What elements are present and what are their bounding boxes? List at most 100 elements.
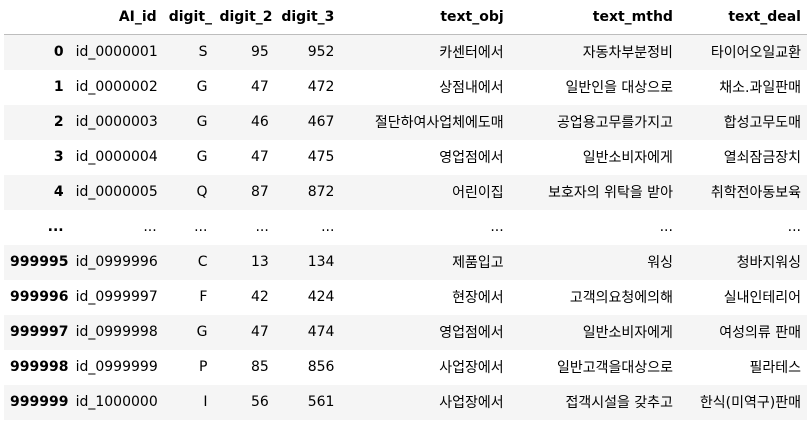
row-index: 999997: [10, 324, 69, 340]
ellipsis-row: ........................: [4, 210, 807, 245]
column-header-digit-2: digit_2: [213, 0, 275, 35]
digit-1-cell: S: [198, 44, 208, 61]
column-header-digit-1: digit_1: [162, 0, 214, 35]
text-mthd-cell: 일반고객을대상으로: [557, 360, 673, 376]
header-index-blank: [4, 0, 70, 35]
digit-3-cell: 424: [307, 289, 335, 305]
text-obj-cell: 사업장에서: [439, 360, 504, 376]
digit-2-cell: 42: [251, 289, 269, 305]
text-mthd-cell: 보호자의 위탁을 받아: [548, 185, 673, 201]
ai-id-cell: id_0999998: [75, 324, 158, 340]
text-mthd-cell: 워싱: [647, 255, 673, 271]
digit-1-cell: I: [203, 394, 208, 410]
text-deal-cell: 합성고무도매: [723, 115, 801, 131]
column-header-text-deal: text_deal: [678, 0, 807, 35]
digit-3-cell: 472: [307, 79, 335, 95]
text-obj-cell: 영업점에서: [439, 325, 504, 341]
ai-id-cell: id_0999996: [75, 254, 158, 270]
text-obj-cell: 상점내에서: [439, 80, 504, 96]
column-header-digit-3: digit_3: [274, 0, 341, 35]
text-mthd-cell: 공업용고무를가지고: [557, 115, 673, 131]
table-row: 0 id_0000001 S 95 952 카센터에서 자동차부분정비 타이어오일교환: [4, 34, 807, 70]
text-deal-cell: ...: [787, 219, 801, 235]
text-mthd-cell: 접객시설을 갖추고: [565, 395, 673, 411]
digit-1-cell: Q: [196, 184, 208, 200]
digit-3-cell: 952: [307, 44, 335, 61]
row-index: 999998: [10, 359, 69, 375]
ai-id-cell: id_0000005: [75, 184, 158, 200]
ai-id-cell: id_0999997: [75, 289, 158, 305]
digit-2-cell: 85: [251, 359, 269, 375]
text-deal-cell: 여성의류 판매: [719, 325, 801, 341]
digit-1-cell: ...: [194, 219, 208, 235]
digit-3-cell: ...: [321, 219, 335, 235]
column-header-text-obj: text_obj: [340, 0, 510, 35]
text-mthd-cell: 고객의요청에의해: [569, 290, 673, 306]
text-obj-cell: 제품입고: [452, 255, 504, 271]
digit-3-cell: 872: [307, 184, 335, 200]
row-index: ...: [47, 219, 64, 235]
text-obj-cell: 절단하여사업체에도매: [374, 115, 504, 131]
text-deal-cell: 타이어오일교환: [710, 45, 801, 62]
ai-id-cell: ...: [143, 219, 157, 235]
digit-2-cell: 87: [251, 184, 269, 200]
ai-id-cell: id_1000000: [75, 394, 158, 410]
digit-2-cell: 56: [251, 394, 269, 410]
column-header-ai-id: AI_id: [69, 0, 163, 35]
digit-3-cell: 467: [307, 114, 335, 130]
ai-id-cell: id_0000002: [75, 79, 158, 95]
row-index: 3: [53, 149, 64, 165]
row-index: 999999: [10, 394, 69, 410]
ai-id-cell: id_0000003: [75, 114, 158, 130]
table-row: 999995 id_0999996 C 13 134 제품입고 워싱 청바지워싱: [4, 244, 807, 280]
digit-2-cell: 95: [251, 44, 269, 61]
table-row: 1 id_0000002 G 47 472 상점내에서 일반인을 대상으로 채소.과일판매: [4, 70, 807, 105]
digit-3-cell: 475: [307, 149, 335, 165]
text-deal-cell: 필라테스: [749, 360, 801, 376]
digit-3-cell: 474: [307, 324, 335, 340]
digit-3-cell: 561: [307, 394, 335, 410]
table-row: 2 id_0000003 G 46 467 절단하여사업체에도매 공업용고무를가지고 합성고무…: [4, 104, 807, 140]
digit-2-cell: 47: [251, 149, 269, 165]
ai-id-cell: id_0000004: [75, 149, 158, 165]
row-index: 999995: [10, 254, 69, 270]
column-header-text-mthd: text_mthd: [509, 0, 679, 35]
digit-2-cell: 46: [251, 114, 269, 130]
digit-3-cell: 134: [307, 254, 335, 270]
digit-2-cell: 47: [251, 79, 269, 95]
text-deal-cell: 취학전아동보육: [710, 185, 801, 201]
text-obj-cell: ...: [490, 219, 504, 235]
text-obj-cell: 사업장에서: [439, 395, 504, 411]
text-deal-cell: 한식(미역구)판매: [699, 395, 801, 411]
digit-2-cell: 47: [251, 324, 269, 340]
digit-1-cell: G: [196, 149, 208, 165]
text-deal-cell: 청바지워싱: [736, 255, 801, 271]
digit-1-cell: G: [196, 324, 208, 340]
digit-2-cell: 13: [251, 254, 269, 270]
row-index: 4: [53, 184, 64, 200]
text-mthd-cell: 자동차부분정비: [582, 45, 673, 62]
table-row: 999996 id_0999997 F 42 424 현장에서 고객의요청에의해 실내인테리어: [4, 280, 807, 315]
digit-1-cell: P: [199, 359, 208, 375]
digit-1-cell: F: [199, 289, 208, 305]
text-deal-cell: 열쇠잠금장치: [723, 150, 801, 166]
text-obj-cell: 어린이집: [452, 185, 504, 201]
ai-id-cell: id_0999999: [75, 359, 158, 375]
header-row: AI_id digit_1 digit_2 digit_3 text_obj t…: [4, 0, 807, 35]
text-mthd-cell: ...: [659, 219, 673, 235]
digit-1-cell: C: [197, 254, 208, 270]
table-body: 0 id_0000001 S 95 952 카센터에서 자동차부분정비 타이어오일교환 1 id_…: [4, 34, 807, 420]
row-index: 999996: [10, 289, 69, 305]
text-obj-cell: 현장에서: [452, 290, 504, 306]
table-row: 999998 id_0999999 P 85 856 사업장에서 일반고객을대상으로 필라테스: [4, 350, 807, 385]
table-row: 4 id_0000005 Q 87 872 어린이집 보호자의 위탁을 받아 취학전아동보육: [4, 174, 807, 210]
text-mthd-cell: 일반인을 대상으로: [565, 80, 673, 96]
digit-1-cell: G: [196, 114, 208, 130]
text-mthd-cell: 일반소비자에게: [582, 325, 673, 341]
text-obj-cell: 영업점에서: [439, 150, 504, 166]
digit-3-cell: 856: [307, 359, 335, 375]
text-obj-cell: 카센터에서: [439, 45, 504, 62]
table-row: 999997 id_0999998 G 47 474 영업점에서 일반소비자에게 여성의류 판…: [4, 314, 807, 350]
row-index: 1: [53, 79, 64, 95]
